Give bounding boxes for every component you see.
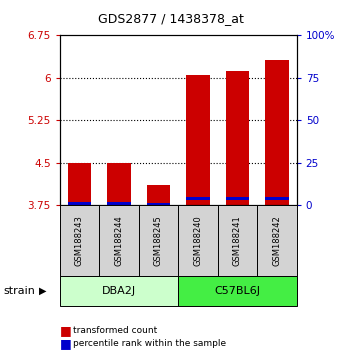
Bar <box>60 276 178 306</box>
Bar <box>68 202 91 205</box>
Bar <box>257 205 297 276</box>
Bar <box>60 205 99 276</box>
Bar <box>186 75 210 205</box>
Text: GSM188245: GSM188245 <box>154 215 163 266</box>
Bar <box>139 205 178 276</box>
Text: GSM188242: GSM188242 <box>272 215 281 266</box>
Bar <box>107 163 131 205</box>
Text: strain: strain <box>3 286 35 296</box>
Bar <box>178 205 218 276</box>
Text: GSM188244: GSM188244 <box>115 215 123 266</box>
Text: GDS2877 / 1438378_at: GDS2877 / 1438378_at <box>98 12 243 25</box>
Text: GSM188243: GSM188243 <box>75 215 84 266</box>
Bar <box>107 202 131 205</box>
Bar <box>68 163 91 205</box>
Bar <box>178 276 297 306</box>
Bar <box>226 197 249 200</box>
Text: percentile rank within the sample: percentile rank within the sample <box>73 339 226 348</box>
Text: DBA2J: DBA2J <box>102 286 136 296</box>
Bar <box>265 197 289 200</box>
Text: ▶: ▶ <box>39 286 46 296</box>
Text: transformed count: transformed count <box>73 326 158 336</box>
Bar <box>226 71 249 205</box>
Text: ■: ■ <box>60 325 71 337</box>
Bar <box>147 203 170 206</box>
Bar <box>218 205 257 276</box>
Text: GSM188241: GSM188241 <box>233 215 242 266</box>
Bar <box>186 197 210 200</box>
Text: GSM188240: GSM188240 <box>193 215 203 266</box>
Bar <box>147 185 170 205</box>
Bar <box>265 60 289 205</box>
Text: C57BL6J: C57BL6J <box>214 286 261 296</box>
Text: ■: ■ <box>60 337 71 350</box>
Bar <box>99 205 139 276</box>
